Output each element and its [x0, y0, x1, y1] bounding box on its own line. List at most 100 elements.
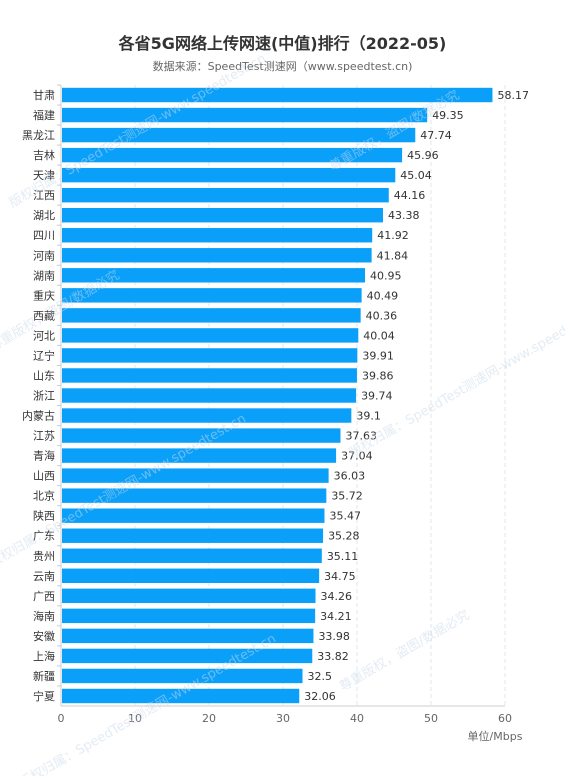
data-label: 45.96: [407, 149, 439, 162]
data-label: 40.95: [370, 269, 402, 282]
bar: [62, 167, 396, 183]
category-label: 陕西: [33, 509, 55, 523]
bar: [62, 488, 327, 503]
x-tick-label: 20: [202, 712, 216, 725]
category-label: 辽宁: [33, 348, 55, 362]
category-label: 湖南: [33, 269, 55, 282]
bar: [62, 688, 300, 704]
data-label: 39.74: [361, 390, 393, 403]
data-label: 33.82: [317, 650, 349, 663]
category-label: 西藏: [33, 309, 55, 322]
data-label: 36.03: [334, 470, 366, 483]
data-label: 37.63: [345, 430, 377, 443]
bar: [62, 248, 372, 263]
category-label: 山西: [33, 470, 55, 483]
bar: [62, 228, 373, 243]
category-label: 海南: [33, 609, 55, 623]
data-label: 39.86: [362, 369, 394, 382]
category-label: 甘肃: [33, 89, 55, 102]
category-label: 重庆: [33, 288, 55, 302]
data-label: 32.06: [304, 690, 336, 703]
bar: [62, 187, 389, 203]
x-tick-label: 40: [350, 712, 364, 725]
bar: [62, 288, 362, 303]
category-label: 河南: [33, 249, 55, 262]
bar: [62, 107, 428, 123]
bar: [62, 608, 316, 624]
category-label: 内蒙古: [22, 409, 55, 423]
data-label: 35.72: [331, 490, 363, 503]
category-label: 广西: [33, 590, 55, 603]
category-label: 四川: [33, 229, 55, 242]
category-label: 宁夏: [33, 689, 55, 703]
bar: [62, 348, 358, 363]
data-label: 40.49: [367, 289, 399, 302]
bar: [62, 568, 320, 584]
data-label: 40.36: [366, 309, 398, 322]
chart-title: 各省5G网络上传网速(中值)排行（2022-05): [118, 34, 447, 53]
category-label: 黑龙江: [22, 129, 55, 142]
category-label: 天津: [33, 169, 55, 182]
bar: [62, 87, 493, 103]
category-label: 上海: [33, 649, 55, 663]
x-tick-label: 30: [276, 712, 290, 725]
category-label: 湖北: [33, 209, 55, 222]
bar: [62, 368, 357, 383]
data-label: 34.26: [321, 590, 353, 603]
data-label: 47.74: [420, 129, 452, 142]
bar: [62, 127, 416, 143]
bar: [62, 408, 352, 423]
data-label: 35.11: [327, 550, 359, 563]
data-label: 41.92: [377, 229, 409, 242]
category-label: 北京: [33, 489, 55, 503]
bar: [62, 428, 341, 443]
bar: [62, 308, 361, 323]
data-label: 39.1: [356, 410, 381, 423]
data-label: 32.5: [308, 670, 333, 683]
bar: [62, 548, 322, 563]
data-label: 39.91: [362, 349, 394, 362]
category-label: 安徽: [33, 629, 55, 643]
category-label: 吉林: [33, 148, 55, 162]
category-label: 青海: [33, 449, 55, 463]
category-label: 云南: [33, 570, 55, 583]
x-tick-label: 10: [128, 712, 142, 725]
data-label: 45.04: [400, 169, 432, 182]
category-label: 江苏: [33, 430, 55, 443]
data-label: 35.47: [329, 510, 361, 523]
data-label: 49.35: [432, 109, 464, 122]
x-axis-unit-label: 单位/Mbps: [468, 729, 523, 743]
category-label: 新疆: [33, 669, 55, 683]
data-label: 58.17: [497, 89, 529, 102]
category-label: 贵州: [33, 550, 55, 563]
bar: [62, 388, 357, 403]
bar: [62, 448, 337, 463]
x-tick-label: 50: [424, 712, 438, 725]
data-label: 35.28: [328, 530, 360, 543]
category-label: 浙江: [33, 390, 55, 403]
category-label: 江西: [33, 189, 55, 202]
bar: [62, 668, 303, 684]
x-tick-label: 0: [58, 712, 65, 725]
category-label: 福建: [33, 108, 55, 122]
data-label: 34.75: [324, 570, 356, 583]
bar: [62, 528, 324, 543]
data-label: 34.21: [320, 610, 352, 623]
bar: [62, 648, 313, 664]
category-label: 河北: [33, 329, 55, 342]
bar: [62, 628, 314, 644]
bar: [62, 468, 329, 483]
data-label: 43.38: [388, 209, 420, 222]
data-label: 33.98: [318, 630, 350, 643]
bar: [62, 508, 325, 523]
bar: [62, 147, 403, 163]
x-tick-label: 60: [498, 712, 512, 725]
bar: [62, 588, 316, 604]
data-label: 40.04: [363, 329, 395, 342]
category-label: 广东: [33, 530, 55, 543]
chart-subtitle: 数据来源：SpeedTest测速网（www.speedtest.cn): [152, 60, 413, 73]
bar: [62, 268, 366, 283]
bar: [62, 328, 359, 343]
data-label: 41.84: [377, 249, 409, 262]
